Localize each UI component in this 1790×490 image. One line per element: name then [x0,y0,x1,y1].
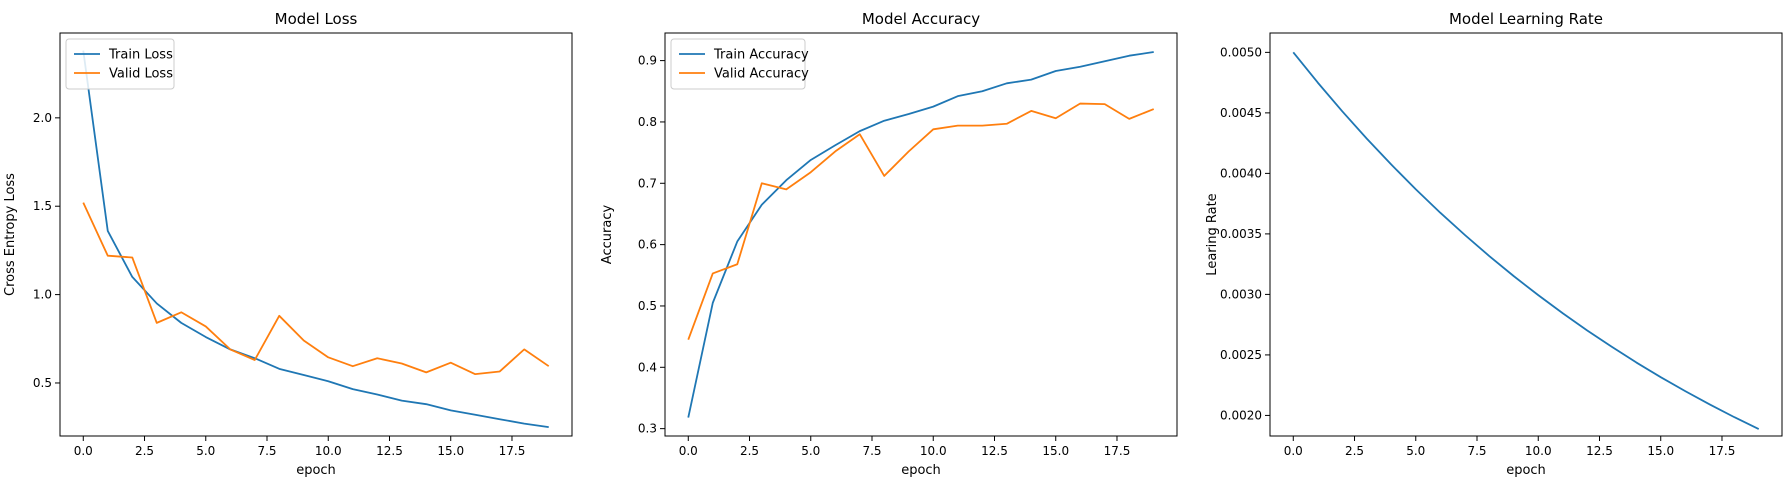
x-tick-label: 15.0 [1647,444,1674,458]
axes-frame [59,32,573,437]
legend-label-train-loss: Train Loss [108,48,173,63]
y-axis-label: Cross Entropy Loss [3,173,18,296]
y-tick-label: 0.4 [638,360,657,374]
chart-title: Model Loss [275,10,358,28]
y-tick-label: 1.5 [33,199,52,213]
x-axis-label: epoch [1506,463,1546,478]
series-line-valid-accuracy [687,102,1155,341]
y-tick-label: 0.0040 [1220,166,1262,180]
y-tick-label: 0.9 [638,54,657,68]
x-tick-label: 0.0 [1284,444,1303,458]
x-axis-label: epoch [296,463,336,478]
y-tick-label: 0.0030 [1220,287,1262,301]
axes-frame [1269,32,1783,437]
y-tick-label: 0.0045 [1220,106,1262,120]
x-tick-label: 12.5 [376,444,403,458]
series-line-train-accuracy [687,51,1154,418]
x-tick-label: 2.5 [740,444,759,458]
legend-label-valid-loss: Valid Loss [109,67,173,82]
x-axis-label: epoch [901,463,941,478]
y-tick-label: 0.0050 [1220,45,1262,59]
legend-label-valid-accuracy: Valid Accuracy [714,67,809,82]
x-tick-label: 7.5 [257,444,276,458]
x-tick-label: 17.5 [1709,444,1736,458]
x-tick-label: 0.0 [74,444,93,458]
series-line-train-loss [82,50,549,429]
legend-box [65,38,175,90]
x-tick-label: 10.0 [1525,444,1552,458]
x-tick-label: 15.0 [437,444,464,458]
x-tick-label: 10.0 [920,444,947,458]
x-tick-label: 10.0 [315,444,342,458]
y-tick-label: 0.7 [638,176,657,190]
x-tick-label: 7.5 [862,444,881,458]
series-line-series-0 [1292,51,1760,430]
series-line-valid-loss [82,202,550,376]
y-tick-label: 0.3 [638,422,657,436]
x-tick-label: 5.0 [801,444,820,458]
x-tick-label: 12.5 [1586,444,1613,458]
x-tick-label: 5.0 [1406,444,1425,458]
x-tick-label: 0.0 [679,444,698,458]
y-axis-label: Learing Rate [1205,193,1220,275]
x-tick-label: 15.0 [1042,444,1069,458]
y-tick-label: 0.5 [33,376,52,390]
y-tick-label: 0.6 [638,238,657,252]
axes-frame [664,32,1178,437]
x-tick-label: 2.5 [1345,444,1364,458]
y-tick-label: 1.0 [33,288,52,302]
x-tick-label: 2.5 [135,444,154,458]
chart-model-learning-rate: 0.0 2.5 5.0 7.5 10.0 12.5 15.0 17.5 0.0020 0.0025… [1205,10,1783,478]
legend-label-train-accuracy: Train Accuracy [713,48,809,63]
legend-box [670,38,806,90]
chart-title: Model Accuracy [862,10,980,28]
y-tick-label: 2.0 [33,111,52,125]
x-tick-label: 12.5 [981,444,1008,458]
x-tick-label: 5.0 [196,444,215,458]
y-tick-label: 0.0025 [1220,348,1262,362]
legend: Train Accuracy Valid Accuracy [670,38,809,90]
x-tick-label: 17.5 [499,444,526,458]
x-tick-label: 7.5 [1467,444,1486,458]
y-tick-label: 0.8 [638,115,657,129]
y-tick-label: 0.5 [638,299,657,313]
y-tick-label: 0.0035 [1220,227,1262,241]
y-tick-label: 0.0020 [1220,408,1262,422]
x-tick-label: 17.5 [1104,444,1131,458]
chart-model-accuracy: 0.0 2.5 5.0 7.5 10.0 12.5 15.0 17.5 0.3 0.4 0.5 0.6… [600,10,1178,478]
chart-model-loss: 0.0 2.5 5.0 7.5 10.0 12.5 15.0 17.5 0.5 1.0 1.5 2.0… [3,10,573,478]
y-axis-label: Accuracy [600,205,615,265]
chart-title: Model Learning Rate [1449,10,1603,28]
legend: Train Loss Valid Loss [65,38,175,90]
